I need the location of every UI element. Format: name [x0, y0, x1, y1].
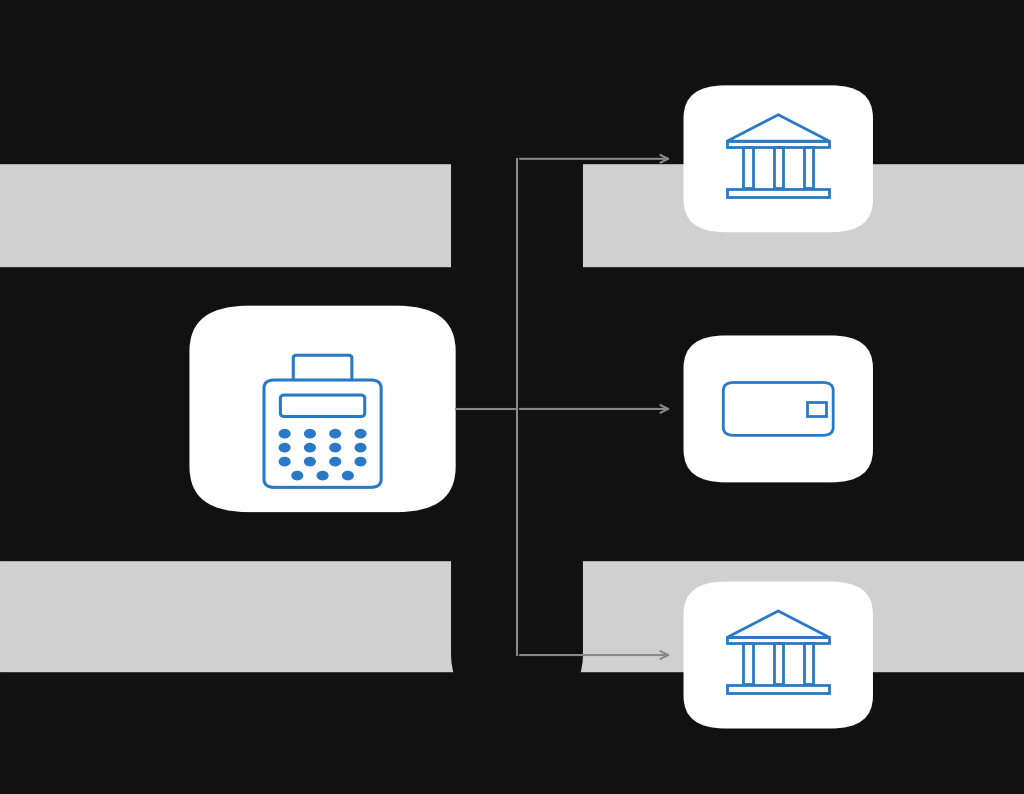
Circle shape — [304, 444, 315, 452]
FancyBboxPatch shape — [189, 306, 456, 512]
Bar — [727, 141, 829, 147]
Bar — [807, 402, 825, 416]
Circle shape — [342, 472, 353, 480]
FancyBboxPatch shape — [293, 355, 352, 388]
Circle shape — [330, 444, 341, 452]
Circle shape — [355, 457, 366, 466]
Bar — [804, 147, 813, 188]
FancyBboxPatch shape — [684, 85, 872, 232]
FancyBboxPatch shape — [281, 395, 365, 417]
Bar — [0, 266, 1024, 560]
Circle shape — [280, 444, 290, 452]
Circle shape — [304, 457, 315, 466]
Bar — [743, 643, 753, 684]
Circle shape — [317, 472, 328, 480]
Circle shape — [304, 430, 315, 437]
Circle shape — [355, 430, 366, 437]
Bar — [0, 163, 1024, 266]
FancyBboxPatch shape — [684, 581, 872, 729]
Bar — [0, 671, 1024, 794]
Bar — [743, 147, 753, 188]
FancyBboxPatch shape — [264, 380, 381, 488]
FancyBboxPatch shape — [684, 336, 872, 483]
Bar — [727, 189, 829, 197]
Circle shape — [355, 444, 366, 452]
Circle shape — [280, 430, 290, 437]
Bar — [804, 643, 813, 684]
Bar — [773, 147, 783, 188]
Circle shape — [292, 472, 303, 480]
Bar — [773, 643, 783, 684]
Bar — [0, 0, 1024, 163]
Bar — [0, 560, 1024, 671]
Bar — [727, 638, 829, 643]
Circle shape — [280, 457, 290, 466]
Bar — [727, 685, 829, 693]
Circle shape — [330, 430, 341, 437]
Circle shape — [330, 457, 341, 466]
